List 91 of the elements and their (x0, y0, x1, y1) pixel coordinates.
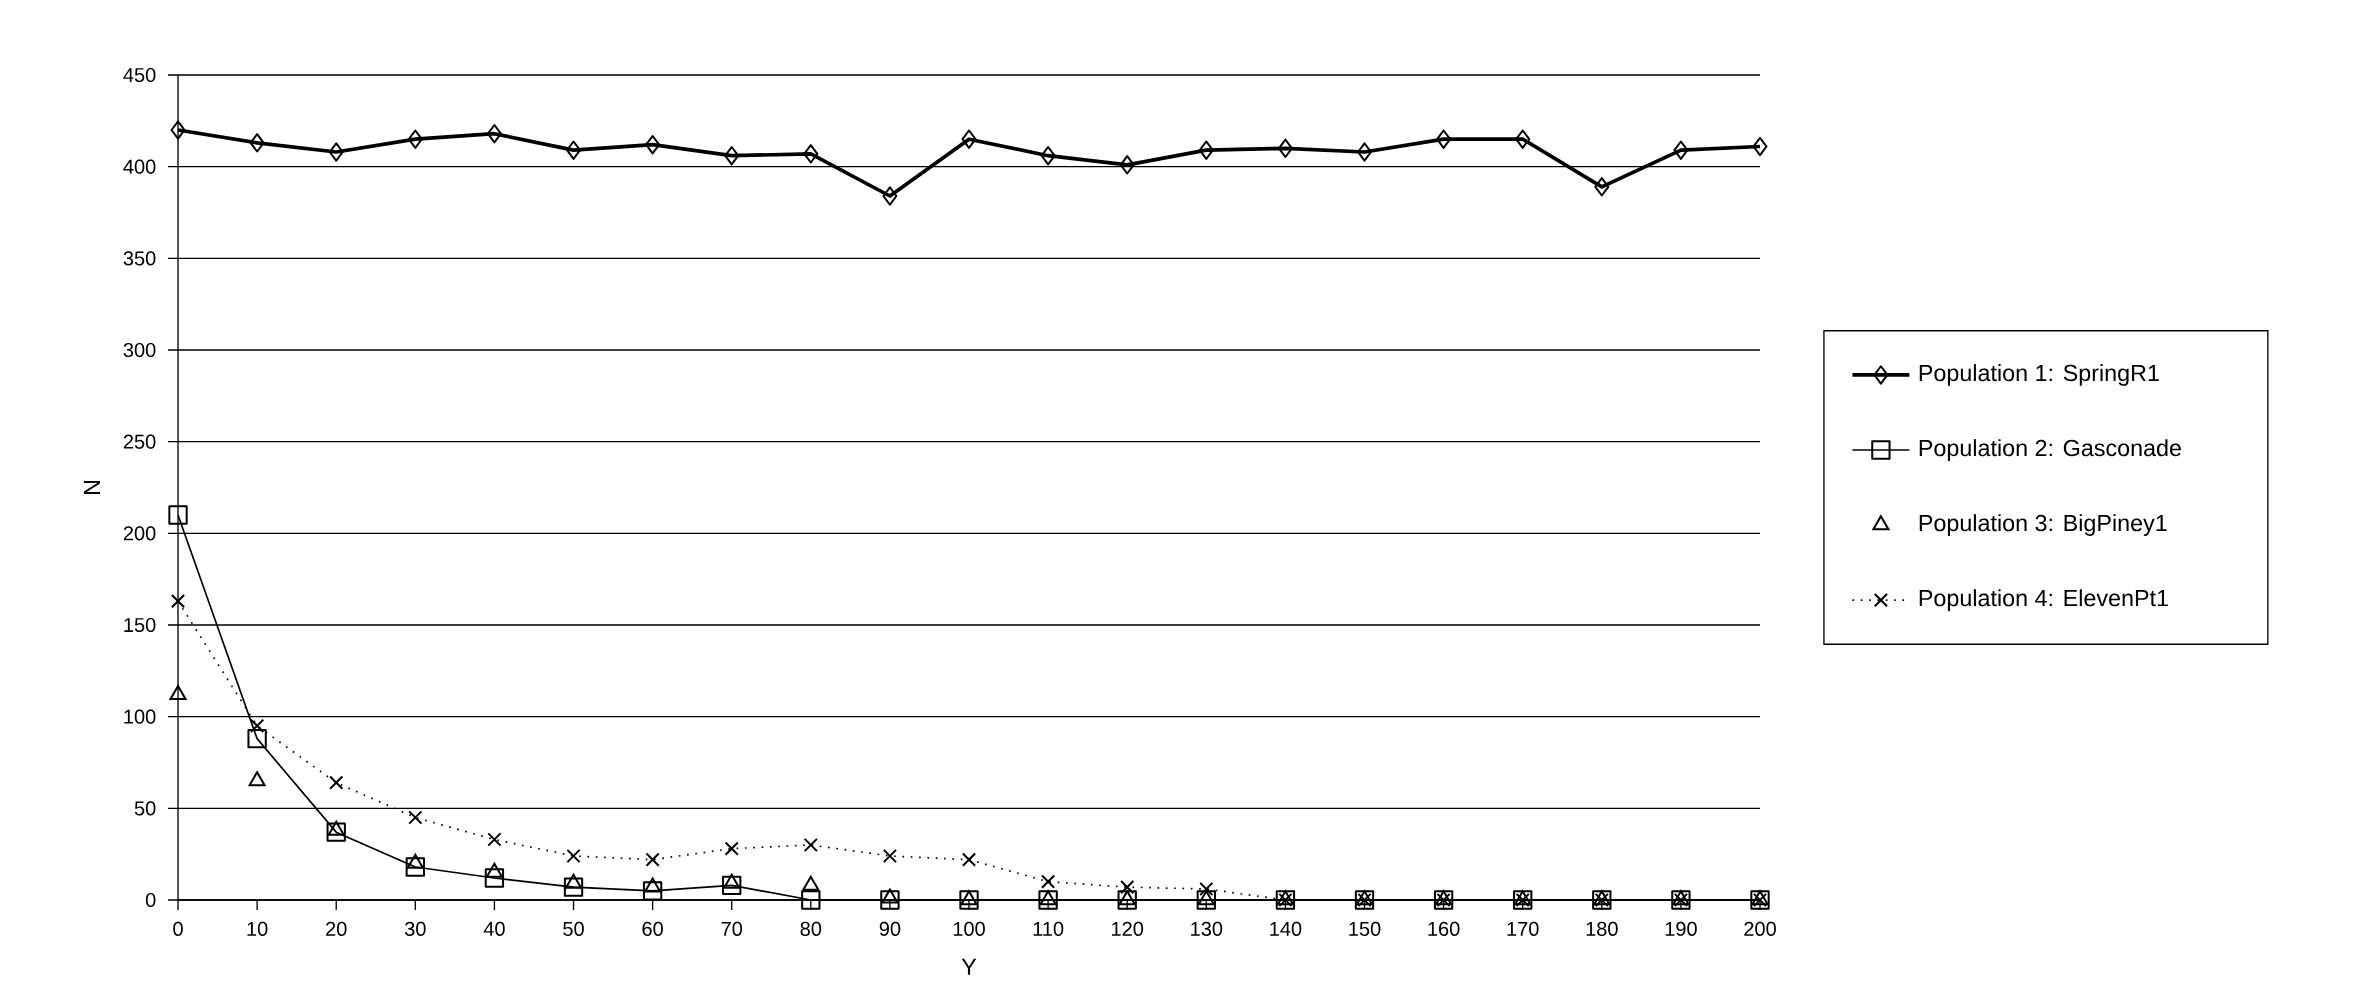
y-tick-label: 400 (123, 159, 156, 174)
x-tick-label: 70 (721, 921, 743, 936)
y-tick-label: 200 (123, 526, 156, 541)
point (486, 124, 502, 144)
point (645, 852, 660, 867)
point (803, 837, 818, 853)
point (249, 718, 265, 733)
x-tick-label: 110 (1033, 921, 1064, 936)
x-tick-label: 200 (1744, 921, 1776, 936)
x-tick-label: 180 (1586, 921, 1618, 936)
point (565, 873, 583, 889)
x-tick-label: 130 (1191, 921, 1223, 936)
point (248, 771, 266, 787)
point (723, 873, 741, 889)
point (328, 142, 344, 162)
x-tick-label: 160 (1428, 921, 1460, 936)
y-tick-label: 250 (123, 434, 156, 449)
point (170, 594, 186, 609)
x-tick-label: 190 (1665, 921, 1697, 936)
point (484, 868, 505, 888)
point (405, 857, 425, 877)
point (1040, 874, 1056, 889)
point (1199, 881, 1214, 897)
point (882, 848, 898, 864)
x-tick-label: 100 (953, 921, 985, 936)
point (961, 129, 977, 149)
point (801, 890, 821, 910)
x-tick-label: 120 (1112, 921, 1144, 936)
point (1673, 140, 1689, 160)
point (724, 146, 740, 166)
point (170, 120, 186, 140)
x-axis-title: Y (961, 958, 977, 975)
point (327, 820, 345, 836)
point (566, 848, 581, 864)
point (1120, 880, 1135, 895)
point (1119, 155, 1135, 175)
point (247, 729, 267, 749)
point (407, 129, 423, 149)
y-tick-label: 100 (124, 709, 156, 724)
point (1752, 136, 1768, 157)
x-tick-label: 20 (326, 921, 347, 936)
x-tick-label: 90 (879, 921, 901, 936)
x-tick-label: 30 (404, 921, 426, 936)
point (642, 881, 663, 901)
point (644, 877, 662, 893)
y-tick-label: 350 (123, 251, 156, 266)
point (485, 862, 503, 878)
point (406, 853, 424, 869)
point (408, 810, 423, 825)
x-tick-label: 140 (1270, 921, 1302, 936)
point (1515, 129, 1531, 149)
legend-label: Population 1: SpringR1 (1919, 364, 2159, 386)
y-tick-label: 150 (124, 617, 156, 633)
point (722, 875, 742, 895)
point (880, 890, 900, 910)
y-tick-label: 300 (123, 342, 156, 358)
point (487, 832, 502, 847)
point (168, 505, 188, 525)
point (1198, 140, 1214, 160)
legend-label: Population 3: BigPiney1 (1919, 514, 2167, 536)
point (802, 875, 820, 891)
x-tick-label: 150 (1349, 921, 1381, 936)
x-tick-label: 10 (247, 921, 268, 936)
point (1040, 146, 1056, 166)
x-tick-label: 60 (642, 921, 663, 936)
y-axis-title: N (83, 480, 100, 494)
point (1436, 129, 1452, 149)
point (724, 841, 739, 856)
y-tick-label: 50 (134, 801, 156, 816)
y-tick-label: 450 (123, 67, 156, 83)
point (1594, 177, 1610, 197)
x-tick-label: 40 (483, 921, 505, 936)
point (563, 877, 584, 897)
point (1277, 138, 1293, 158)
point (961, 852, 977, 867)
legend-label: Population 4: ElevenPt1 (1919, 589, 2168, 611)
point (882, 186, 898, 206)
point (881, 888, 899, 904)
x-tick-label: 0 (173, 921, 183, 936)
legend-label: Population 2: Gasconade (1919, 439, 2181, 461)
point (566, 140, 582, 160)
x-tick-label: 80 (800, 921, 822, 936)
point (645, 135, 661, 155)
y-tick-label: 0 (145, 892, 156, 908)
point (1357, 142, 1372, 162)
point (249, 133, 265, 153)
x-tick-label: 170 (1507, 921, 1539, 936)
point (326, 822, 346, 842)
x-tick-label: 50 (563, 921, 584, 936)
point (803, 144, 819, 164)
point (329, 775, 344, 790)
